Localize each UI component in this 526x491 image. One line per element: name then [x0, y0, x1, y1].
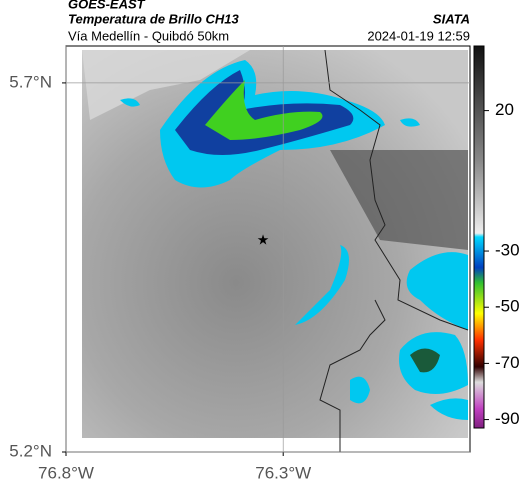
y-tick-label: 5.2°N [9, 441, 52, 460]
location: Vía Medellín - Quibdó 50km [68, 28, 229, 43]
boundary [319, 299, 386, 452]
colorbar-tick-label: -90 [495, 409, 520, 428]
colorbar-tick-label: -30 [495, 241, 520, 260]
location-marker: ★ [257, 232, 270, 248]
boundary [324, 49, 469, 331]
cloud-cold [430, 398, 468, 420]
subtitle: Temperatura de Brillo CH13 [68, 11, 240, 26]
y-tick-label: 5.7°N [9, 72, 52, 91]
colorbar-tick-label: -50 [495, 297, 520, 316]
header: GOES-EAST Temperatura de Brillo CH13 Vía… [68, 0, 470, 43]
cloud-dark [330, 150, 468, 250]
x-tick-label: 76.8°W [38, 463, 94, 482]
cloud-cold [350, 376, 370, 404]
cloud-cold [295, 245, 349, 325]
colorbar-tick-label: 20 [495, 100, 514, 119]
cloud-peak [205, 80, 323, 140]
colorbar-tick-label: -70 [495, 353, 520, 372]
x-tick-label: 76.3°W [255, 463, 311, 482]
source: SIATA [433, 11, 470, 26]
title: GOES-EAST [68, 0, 146, 11]
timestamp: 2024-01-19 12:59 [367, 28, 470, 43]
satellite-image: ★ [82, 49, 469, 452]
colorbar [473, 45, 485, 429]
cloud-core [410, 348, 440, 373]
cloud-cold [406, 252, 468, 330]
